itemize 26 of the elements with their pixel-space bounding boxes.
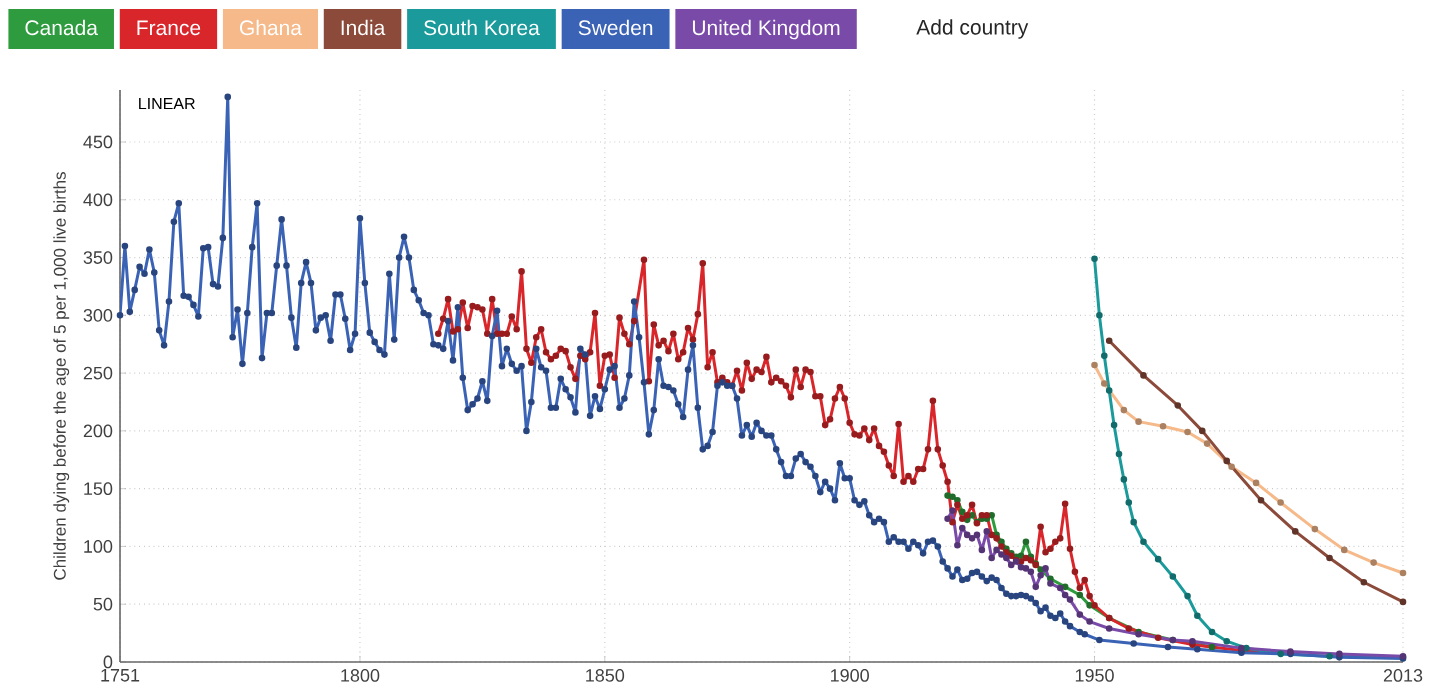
text: Sweden	[578, 19, 653, 36]
y-tick-label: 350	[83, 251, 113, 264]
x-tick-label: 1751	[101, 669, 140, 682]
text: Ghana	[239, 19, 302, 36]
y-tick-label: 400	[83, 193, 113, 207]
y-axis-title: Children dying before the age of 5 per 1,000 live births	[53, 172, 70, 580]
x-tick-label: 1900	[831, 669, 869, 682]
y-tick-label: 300	[83, 308, 113, 322]
x-tick-label: 2013	[1383, 669, 1423, 682]
y-tick-label: 450	[83, 135, 113, 149]
text: Add country	[916, 19, 1029, 39]
y-tick-label: 250	[83, 366, 113, 380]
x-tick-label: 1950	[1075, 669, 1114, 682]
text: Canada	[25, 19, 98, 36]
y-tick-label: 0	[103, 655, 113, 669]
y-tick-label: 100	[84, 540, 113, 553]
text: United Kingdom	[692, 19, 840, 40]
text: South Korea	[424, 19, 540, 36]
text: India	[341, 19, 386, 36]
text: France	[137, 20, 201, 36]
x-tick-label: 1850	[586, 669, 625, 682]
y-tick-label: 50	[93, 597, 113, 611]
y-tick-label: 200	[83, 424, 113, 438]
x-tick-label: 1800	[341, 669, 380, 682]
annotation: LINEAR	[139, 98, 195, 110]
y-tick-label: 150	[84, 482, 113, 496]
